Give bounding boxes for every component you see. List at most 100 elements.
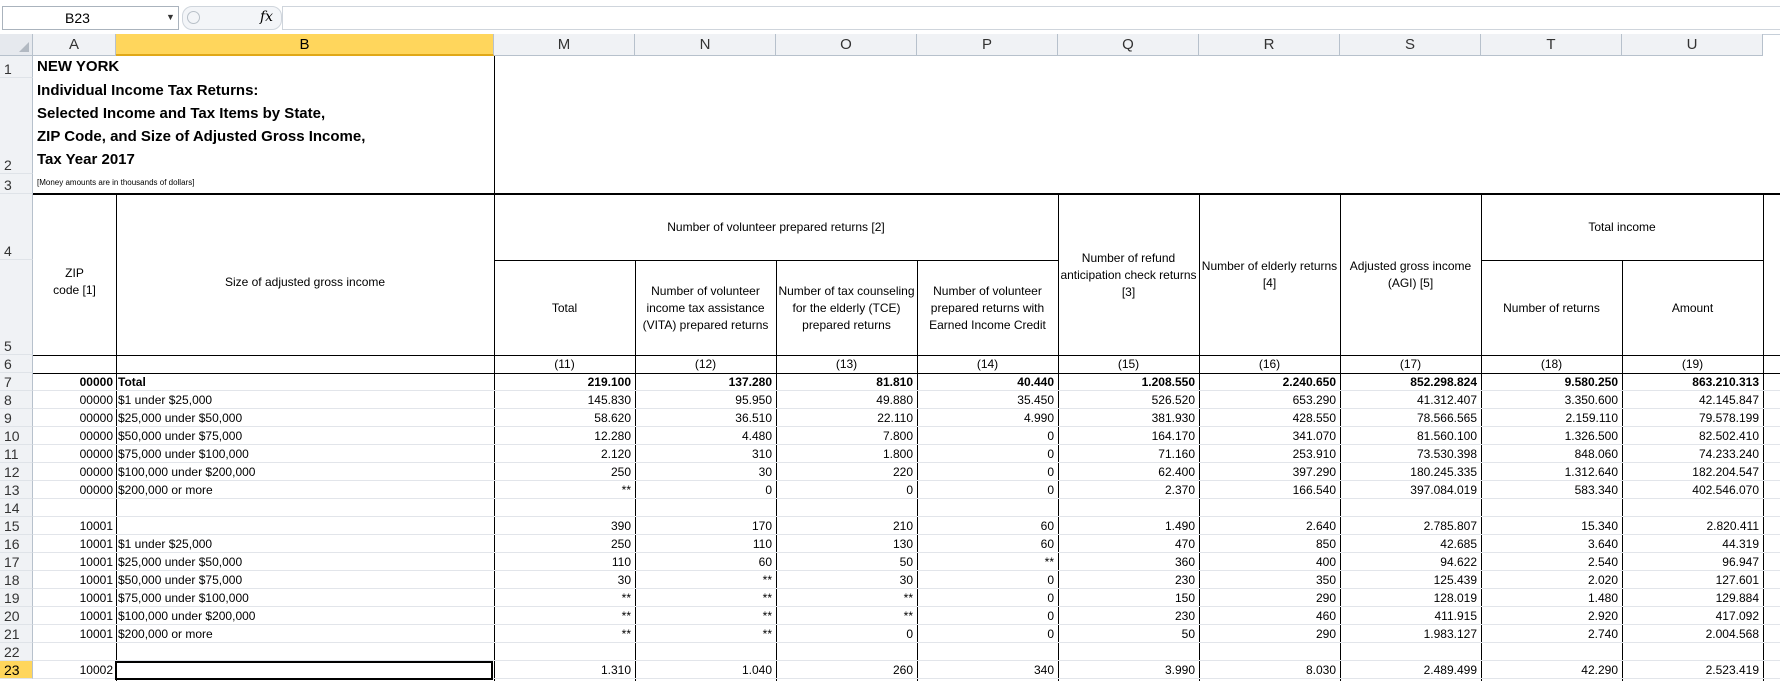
- value-cell[interactable]: 170: [751, 519, 772, 533]
- size-cell[interactable]: $100,000 under $200,000: [118, 465, 256, 479]
- zip-cell[interactable]: 00000: [79, 429, 113, 443]
- value-cell[interactable]: 74.233.240: [1698, 447, 1759, 461]
- value-cell[interactable]: 0: [1047, 465, 1054, 479]
- zip-cell[interactable]: 10001: [79, 573, 113, 587]
- row-header-23[interactable]: 23: [0, 661, 33, 679]
- size-cell[interactable]: $50,000 under $75,000: [118, 573, 243, 587]
- value-cell[interactable]: 41.312.407: [1416, 393, 1477, 407]
- insert-function-icon[interactable]: fx: [260, 9, 274, 25]
- size-cell[interactable]: Total: [118, 375, 146, 389]
- column-header-T[interactable]: T: [1481, 34, 1622, 56]
- row-header-8[interactable]: 8: [0, 391, 33, 409]
- value-cell[interactable]: **: [621, 483, 631, 497]
- size-cell[interactable]: $75,000 under $100,000: [118, 591, 249, 605]
- value-cell[interactable]: 42.290: [1581, 663, 1618, 677]
- value-cell[interactable]: **: [903, 591, 913, 605]
- row-header-13[interactable]: 13: [0, 481, 33, 499]
- zip-cell[interactable]: 10001: [79, 609, 113, 623]
- value-cell[interactable]: 129.884: [1715, 591, 1759, 605]
- value-cell[interactable]: 411.915: [1434, 609, 1478, 623]
- value-cell[interactable]: 50: [899, 555, 913, 569]
- value-cell[interactable]: 390: [610, 519, 631, 533]
- zip-cell[interactable]: 00000: [79, 375, 113, 389]
- value-cell[interactable]: 8.030: [1305, 663, 1336, 677]
- size-cell[interactable]: $1 under $25,000: [118, 393, 213, 407]
- zip-cell[interactable]: 00000: [79, 411, 113, 425]
- selected-cell-b23[interactable]: [115, 661, 493, 680]
- value-cell[interactable]: 22.110: [877, 411, 913, 425]
- value-cell[interactable]: 3.640: [1587, 537, 1618, 551]
- value-cell[interactable]: 4.990: [1023, 411, 1054, 425]
- value-cell[interactable]: 3.350.600: [1564, 393, 1618, 407]
- value-cell[interactable]: 2.120: [600, 447, 631, 461]
- value-cell[interactable]: 2.370: [1164, 483, 1195, 497]
- value-cell[interactable]: 850: [1315, 537, 1336, 551]
- zip-cell[interactable]: 00000: [79, 465, 113, 479]
- value-cell[interactable]: 30: [617, 573, 631, 587]
- value-cell[interactable]: 0: [1047, 447, 1054, 461]
- row-header-19[interactable]: 19: [0, 589, 33, 607]
- value-cell[interactable]: 0: [906, 483, 913, 497]
- value-cell[interactable]: 1.326.500: [1564, 429, 1618, 443]
- column-header-M[interactable]: M: [494, 34, 635, 56]
- row-header-7[interactable]: 7: [0, 373, 33, 391]
- row-header-1[interactable]: 1: [0, 56, 33, 78]
- value-cell[interactable]: 62.400: [1158, 465, 1195, 479]
- value-cell[interactable]: 128.019: [1433, 591, 1477, 605]
- value-cell[interactable]: **: [762, 591, 772, 605]
- zip-cell[interactable]: 00000: [79, 483, 113, 497]
- value-cell[interactable]: 145.830: [587, 393, 631, 407]
- value-cell[interactable]: 49.880: [876, 393, 913, 407]
- value-cell[interactable]: 71.160: [1158, 447, 1195, 461]
- value-cell[interactable]: 182.204.547: [1692, 465, 1759, 479]
- row-header-21[interactable]: 21: [0, 625, 33, 643]
- value-cell[interactable]: 1.490: [1164, 519, 1195, 533]
- value-cell[interactable]: 12.280: [594, 429, 631, 443]
- zip-cell[interactable]: 00000: [79, 447, 113, 461]
- row-header-3[interactable]: 3: [0, 174, 33, 194]
- value-cell[interactable]: 9.580.250: [1564, 375, 1618, 389]
- zip-cell[interactable]: 10001: [79, 591, 113, 605]
- value-cell[interactable]: 42.145.847: [1698, 393, 1759, 407]
- row-header-5[interactable]: 5: [0, 260, 33, 355]
- value-cell[interactable]: 50: [1181, 627, 1195, 641]
- value-cell[interactable]: 58.620: [594, 411, 631, 425]
- value-cell[interactable]: 2.489.499: [1423, 663, 1477, 677]
- size-cell[interactable]: $1 under $25,000: [118, 537, 213, 551]
- value-cell[interactable]: 1.310: [600, 663, 631, 677]
- value-cell[interactable]: 381.930: [1151, 411, 1195, 425]
- column-header-Q[interactable]: Q: [1058, 34, 1199, 56]
- size-cell[interactable]: $75,000 under $100,000: [118, 447, 249, 461]
- zip-cell[interactable]: 10001: [79, 555, 113, 569]
- value-cell[interactable]: 30: [899, 573, 913, 587]
- value-cell[interactable]: 397.290: [1292, 465, 1336, 479]
- value-cell[interactable]: **: [762, 609, 772, 623]
- value-cell[interactable]: 0: [765, 483, 772, 497]
- value-cell[interactable]: 7.800: [882, 429, 913, 443]
- value-cell[interactable]: 15.340: [1581, 519, 1618, 533]
- column-header-O[interactable]: O: [776, 34, 917, 56]
- value-cell[interactable]: 1.480: [1587, 591, 1618, 605]
- value-cell[interactable]: 73.530.398: [1416, 447, 1477, 461]
- value-cell[interactable]: 110: [752, 537, 772, 551]
- value-cell[interactable]: 125.439: [1433, 573, 1477, 587]
- value-cell[interactable]: 428.550: [1292, 411, 1336, 425]
- column-header-A[interactable]: A: [33, 34, 116, 56]
- value-cell[interactable]: 290: [1315, 627, 1336, 641]
- value-cell[interactable]: **: [762, 573, 772, 587]
- row-header-12[interactable]: 12: [0, 463, 33, 481]
- value-cell[interactable]: 250: [610, 537, 631, 551]
- column-header-P[interactable]: P: [917, 34, 1058, 56]
- row-header-11[interactable]: 11: [0, 445, 33, 463]
- value-cell[interactable]: 2.540: [1587, 555, 1618, 569]
- value-cell[interactable]: 60: [1040, 537, 1054, 551]
- value-cell[interactable]: 863.210.313: [1692, 375, 1759, 389]
- value-cell[interactable]: 81.560.100: [1416, 429, 1477, 443]
- value-cell[interactable]: 1.040: [741, 663, 772, 677]
- zip-cell[interactable]: 10001: [79, 627, 113, 641]
- value-cell[interactable]: **: [1044, 555, 1054, 569]
- value-cell[interactable]: 60: [1040, 519, 1054, 533]
- value-cell[interactable]: 341.070: [1292, 429, 1336, 443]
- value-cell[interactable]: 848.060: [1574, 447, 1618, 461]
- value-cell[interactable]: 230: [1174, 609, 1195, 623]
